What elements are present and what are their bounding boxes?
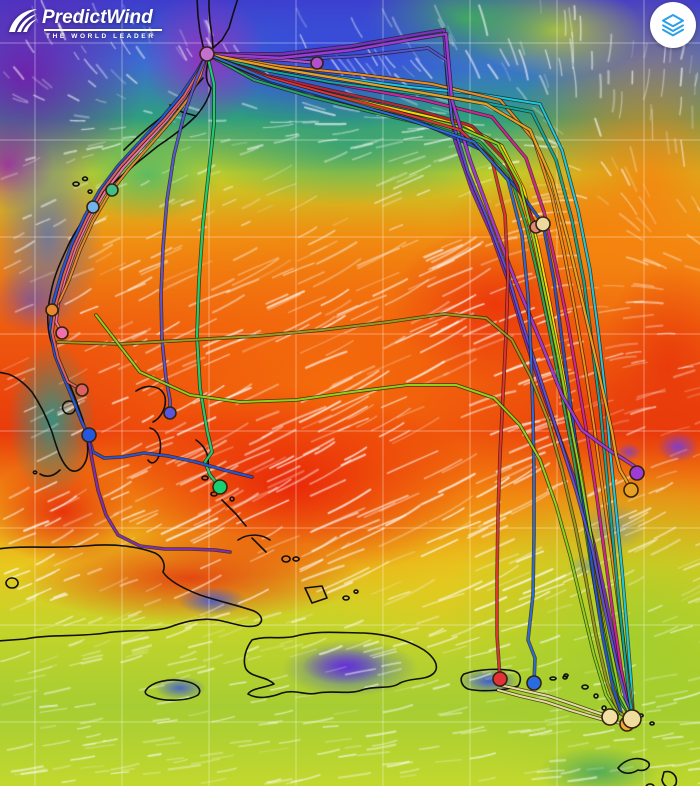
boat-marker[interactable] (492, 671, 508, 687)
boat-track (205, 52, 510, 681)
boat-track (499, 684, 611, 718)
boat-marker[interactable] (86, 200, 100, 214)
coastline (212, 0, 239, 49)
boat-track (95, 314, 619, 715)
boat-marker[interactable] (81, 427, 97, 443)
logo-rule (44, 29, 162, 31)
layers-button[interactable] (650, 2, 696, 48)
coastline (144, 679, 201, 701)
boat-track (195, 52, 222, 489)
boat-track (48, 52, 209, 437)
layers-icon (662, 14, 684, 37)
coastline (645, 783, 655, 786)
boat-marker[interactable] (629, 465, 645, 481)
coastline (251, 537, 267, 553)
coastline (562, 675, 607, 711)
boat-marker[interactable] (622, 709, 642, 729)
boat-track (206, 53, 536, 684)
boat-track (57, 313, 628, 718)
boat-marker[interactable] (212, 479, 228, 495)
boat-marker[interactable] (163, 406, 177, 420)
logo-title: PredictWind (42, 7, 153, 28)
boat-track (87, 434, 231, 553)
boat-track (51, 53, 208, 391)
coastline (72, 176, 93, 194)
coastline (221, 499, 247, 527)
boat-marker[interactable] (535, 216, 551, 232)
boat-track (87, 434, 253, 478)
boat-marker[interactable] (526, 675, 542, 691)
coastline (0, 56, 212, 473)
boat-marker[interactable] (75, 383, 89, 397)
coastline (32, 469, 61, 477)
coastline (292, 556, 300, 562)
boat-tracks (48, 28, 639, 726)
coastline (237, 534, 271, 541)
boat-marker[interactable] (601, 708, 619, 726)
boat-marker[interactable] (623, 482, 639, 498)
coastline (0, 544, 263, 642)
boat-marker[interactable] (199, 46, 215, 62)
predictwind-swoosh-icon (9, 9, 37, 32)
boat-track (206, 53, 630, 711)
coastline (5, 577, 19, 589)
coastline (135, 385, 167, 423)
coastline (304, 585, 328, 604)
boat-marker[interactable] (310, 56, 324, 70)
boat-marker[interactable] (55, 326, 69, 340)
boat-track (205, 28, 635, 716)
coastline (342, 589, 359, 601)
boat-track (205, 52, 633, 492)
coastline (617, 757, 651, 774)
boat-track (205, 28, 635, 716)
boat-marker[interactable] (45, 303, 59, 317)
bottom-bar (0, 786, 700, 791)
boat-track (206, 53, 634, 714)
logo-tagline: THE WORLD LEADER (46, 33, 156, 40)
boat-track (206, 47, 633, 714)
boat-track (206, 53, 509, 680)
boat-track (206, 53, 633, 713)
boat-markers (45, 46, 645, 732)
coastline (661, 770, 678, 786)
coastline (208, 0, 214, 49)
coastline (281, 555, 291, 563)
predictwind-logo: PredictWind THE WORLD LEADER (8, 8, 162, 40)
boat-marker[interactable] (105, 183, 119, 197)
coastline (243, 631, 438, 699)
coastline (147, 427, 162, 464)
